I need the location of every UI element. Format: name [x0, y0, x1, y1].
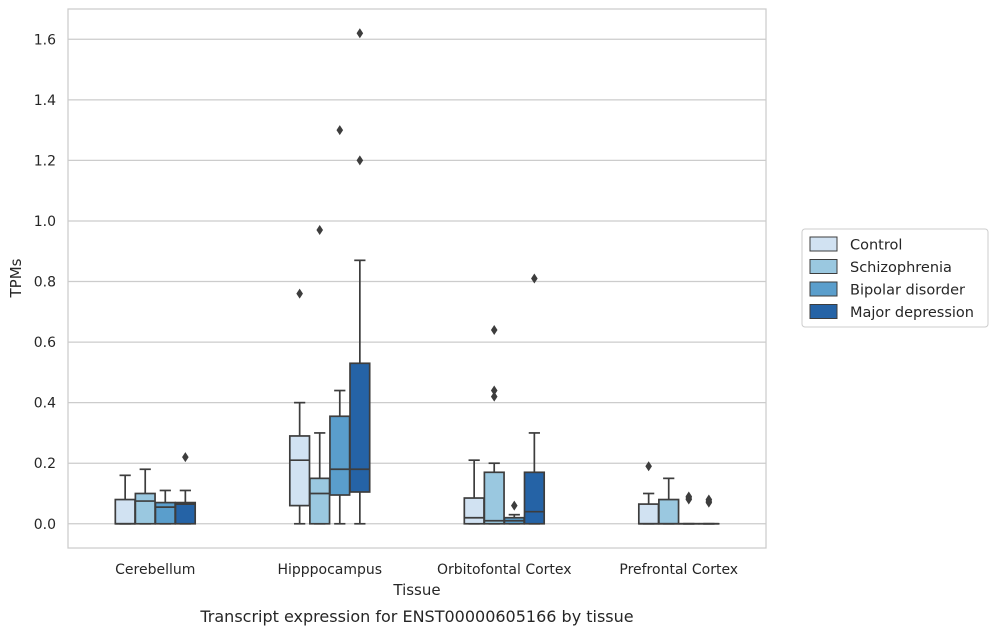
box-mark — [698, 494, 720, 525]
series-schizophrenia — [134, 225, 680, 525]
box-mark — [309, 225, 331, 525]
grid-lines — [68, 38, 766, 525]
iqr-box — [309, 477, 331, 525]
outlier-point — [316, 225, 324, 236]
box-mark — [658, 477, 680, 525]
x-axis-title: Tissue — [392, 581, 440, 599]
x-tick-label: Prefrontal Cortex — [619, 562, 738, 578]
outlier-point — [510, 500, 518, 511]
box-mark — [503, 500, 525, 525]
legend-swatch — [809, 304, 838, 319]
iqr-box — [114, 498, 136, 525]
iqr-box — [329, 415, 351, 496]
legend-swatch — [809, 259, 838, 274]
box-mark — [154, 489, 176, 525]
iqr-box — [637, 503, 660, 525]
box-mark — [483, 324, 505, 525]
legend-swatch — [809, 236, 838, 252]
iqr-box — [658, 498, 680, 525]
outlier-point — [182, 452, 189, 463]
y-axis-title: TPMs — [7, 258, 25, 298]
x-tick-label: Cerebellum — [115, 562, 195, 578]
y-tick-label: 0.4 — [34, 396, 56, 412]
series-bipolar-disorder — [154, 125, 700, 525]
iqr-box — [174, 501, 197, 525]
y-tick-label: 0.2 — [34, 456, 56, 472]
outlier-point — [645, 461, 652, 472]
iqr-box — [349, 362, 371, 493]
y-tick-label: 0.6 — [34, 335, 56, 351]
series-control — [114, 288, 660, 525]
box-mark — [329, 125, 351, 525]
y-tick-label: 1.4 — [34, 93, 56, 109]
y-tick-label: 1.2 — [34, 153, 56, 169]
iqr-box — [288, 435, 311, 507]
x-tick-label: Hipppocampus — [277, 562, 382, 578]
legend-label: Control — [850, 238, 902, 254]
x-tick-label: Orbitofontal Cortex — [437, 562, 572, 578]
box-mark — [114, 474, 136, 525]
box-mark — [288, 288, 311, 525]
legend: Control Schizophrenia Bipolar disorder Majo… — [801, 228, 989, 328]
y-tick-label: 0.0 — [34, 517, 56, 533]
outlier-point — [685, 491, 693, 502]
legend-swatch — [809, 281, 838, 297]
chart-caption: Transcript expression for ENST0000060516… — [199, 607, 633, 626]
box-mark — [678, 491, 700, 525]
outlier-point — [490, 385, 498, 396]
outlier-point — [705, 494, 713, 505]
x-tick-labels: Cerebellum Hipppocampus Orbitofontal Corte… — [115, 562, 738, 578]
iqr-box — [463, 497, 485, 525]
series-major-depression — [174, 28, 720, 525]
outlier-point — [490, 391, 498, 402]
outlier-point — [356, 155, 364, 166]
box-mark — [349, 28, 371, 525]
legend-frame — [801, 228, 989, 328]
outlier-point — [356, 28, 364, 39]
plot-frame — [67, 8, 767, 549]
y-tick-labels: 0.0 0.2 0.4 0.6 0.8 1.0 1.2 1.4 1.6 — [34, 32, 56, 532]
box-series — [114, 28, 720, 525]
box-mark — [523, 273, 546, 525]
outlier-point — [490, 324, 498, 335]
legend-label: Schizophrenia — [850, 260, 952, 276]
legend-label: Bipolar disorder — [850, 283, 965, 299]
iqr-box — [483, 471, 505, 525]
y-tick-label: 1.6 — [34, 32, 56, 48]
iqr-box — [523, 471, 546, 525]
legend-label: Major depression — [850, 305, 974, 321]
y-tick-label: 0.8 — [34, 275, 56, 291]
y-tick-label: 1.0 — [34, 214, 56, 230]
iqr-box — [134, 492, 156, 525]
box-mark — [174, 452, 197, 525]
outlier-point — [296, 288, 303, 299]
iqr-box — [154, 501, 176, 525]
outlier-point — [531, 273, 538, 284]
outlier-point — [336, 125, 344, 136]
